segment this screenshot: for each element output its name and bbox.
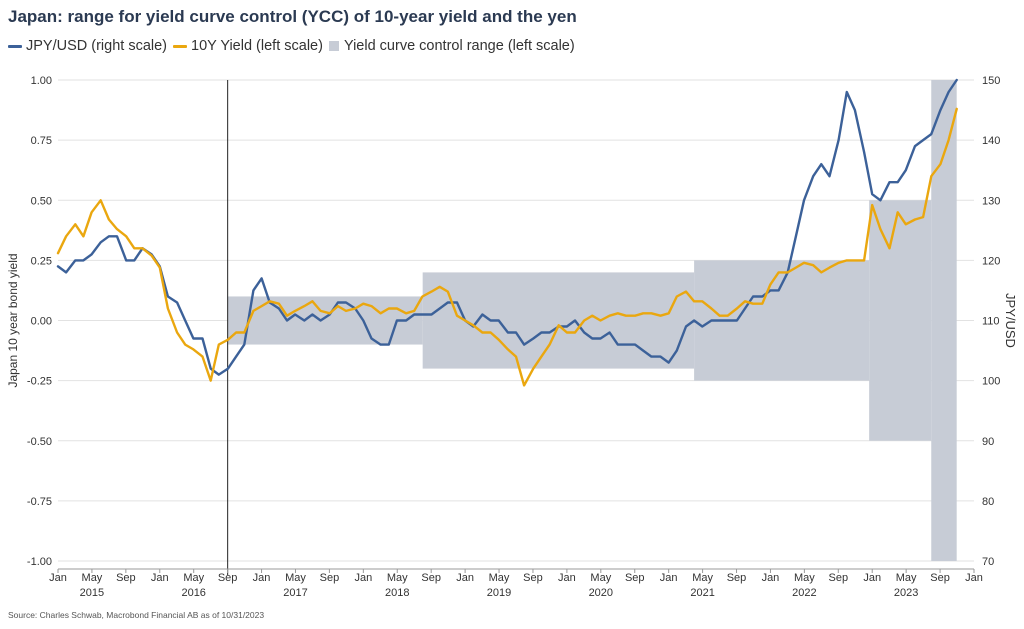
y-right-tick-label: 110 [982,316,1000,328]
x-month-label: Sep [218,572,238,584]
x-month-label: May [82,572,103,584]
x-month-label: Jan [456,572,474,584]
x-month-label: Sep [829,572,849,584]
y-left-axis-title: Japan 10 year bond yield [6,253,20,387]
y-left-tick-label: 0.00 [31,316,52,328]
y-left-tick-label: -0.50 [27,436,52,448]
x-month-label: Jan [863,572,881,584]
series-line-yield [56,107,958,387]
legend-swatch-ycc [328,41,339,51]
y-right-tick-label: 90 [982,436,994,448]
y-left-tick-label: 0.75 [31,135,52,147]
x-year-label: 2020 [589,587,613,599]
chart-title: Japan: range for yield curve control (YC… [8,7,577,26]
y-right-tick-label: 140 [982,135,1000,147]
ycc-band-3 [869,200,932,441]
source-note: Source: Charles Schwab, Macrobond Financ… [8,610,265,620]
series-line-jpy [56,78,958,376]
y-left-tick-label: 1.00 [31,75,52,87]
x-month-label: May [692,572,713,584]
y-left-tick-label: 0.25 [31,255,52,267]
y-right-axis-title: JPY/USD [1003,293,1018,348]
x-year-label: 2022 [792,587,816,599]
ycc-band-0 [227,296,423,345]
legend-item-jpy: JPY/USD (right scale) [8,38,167,54]
x-month-label: May [794,572,815,584]
ycc-band-1 [422,272,695,369]
y-left-tick-label: -0.75 [27,496,52,508]
legend-label-ycc: Yield curve control range (left scale) [343,38,575,54]
x-year-label: 2019 [487,587,511,599]
x-month-label: Sep [930,572,950,584]
legend: JPY/USD (right scale) 10Y Yield (left sc… [8,38,581,54]
y-right-tick-label: 130 [982,195,1000,207]
x-month-label: May [590,572,611,584]
x-month-label: Sep [625,572,645,584]
x-month-label: Jan [49,572,67,584]
x-month-label: Jan [762,572,780,584]
x-year-label: 2018 [385,587,409,599]
y-left-tick-label: 0.50 [31,195,52,207]
ycc-band-4 [931,80,957,561]
x-month-label: Sep [523,572,543,584]
x-month-label: Jan [660,572,678,584]
legend-swatch-yield [173,44,188,48]
x-month-label: Sep [320,572,340,584]
y-left-tick-label: -0.25 [27,376,52,388]
x-month-label: May [387,572,408,584]
y-right-tick-label: 120 [982,255,1000,267]
x-year-label: 2015 [80,587,104,599]
x-month-label: Jan [354,572,372,584]
y-left-tick-label: -1.00 [27,556,52,568]
x-year-label: 2021 [690,587,714,599]
x-year-label: 2017 [283,587,307,599]
y-right-tick-label: 80 [982,496,994,508]
x-month-label: Jan [965,572,983,584]
x-month-label: Sep [727,572,747,584]
legend-swatch-jpy [8,44,22,48]
legend-item-yield: 10Y Yield (left scale) [173,38,323,54]
legend-label-jpy: JPY/USD (right scale) [26,38,168,54]
x-month-label: May [183,572,204,584]
y-right-tick-label: 150 [982,75,1000,87]
x-month-label: Sep [421,572,441,584]
x-month-label: May [896,572,917,584]
x-month-label: Jan [253,572,271,584]
y-right-tick-label: 100 [982,376,1000,388]
legend-label-yield: 10Y Yield (left scale) [191,38,323,54]
x-month-label: Jan [558,572,576,584]
x-month-label: Sep [116,572,136,584]
x-month-label: May [285,572,306,584]
x-year-label: 2023 [894,587,918,599]
x-month-label: May [489,572,510,584]
x-month-label: Jan [151,572,169,584]
y-right-tick-label: 70 [982,556,994,568]
legend-item-ycc: Yield curve control range (left scale) [328,38,575,54]
x-year-label: 2016 [181,587,205,599]
